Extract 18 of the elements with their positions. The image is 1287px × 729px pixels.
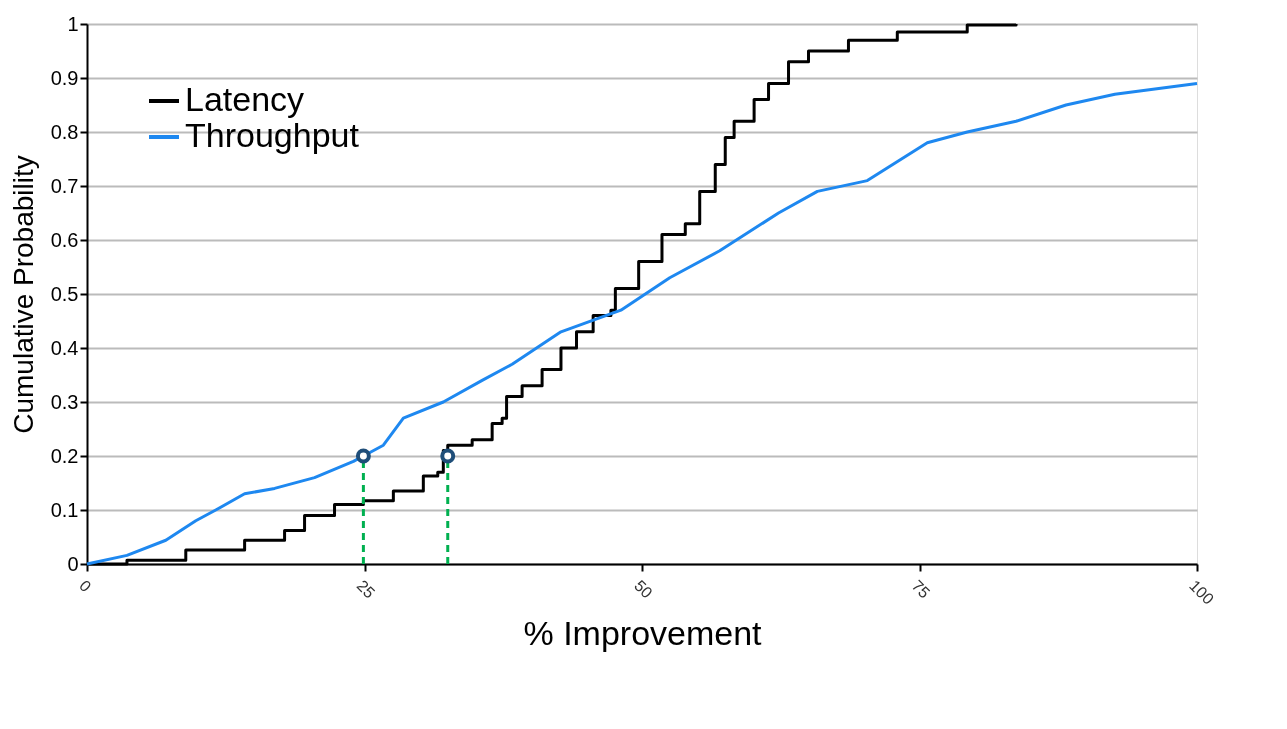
y-tick-label: 0.2 xyxy=(50,444,79,467)
x-tick-label: 25 xyxy=(353,576,379,602)
y-tick-label: 0 xyxy=(67,552,79,575)
y-tick-label: 0.4 xyxy=(50,336,79,359)
y-tick-label: 0.5 xyxy=(50,282,79,305)
y-tick-label: 0.1 xyxy=(50,498,79,521)
x-tick-label: 75 xyxy=(908,576,934,602)
y-tick-label: 1 xyxy=(67,12,79,35)
x-tick-label: 50 xyxy=(631,576,656,602)
legend-label: Latency xyxy=(185,80,305,118)
x-tick-label: 100 xyxy=(1186,576,1218,608)
y-tick-label: 0.8 xyxy=(50,120,79,143)
y-tick-label: 0.7 xyxy=(50,174,79,197)
y-axis-title: Cumulative Probability xyxy=(7,155,39,434)
y-tick-label: 0.9 xyxy=(50,66,79,89)
y-tick-label: 0.3 xyxy=(50,390,79,413)
x-axis-title: % Improvement xyxy=(523,613,763,652)
y-tick-label: 0.6 xyxy=(50,228,79,251)
